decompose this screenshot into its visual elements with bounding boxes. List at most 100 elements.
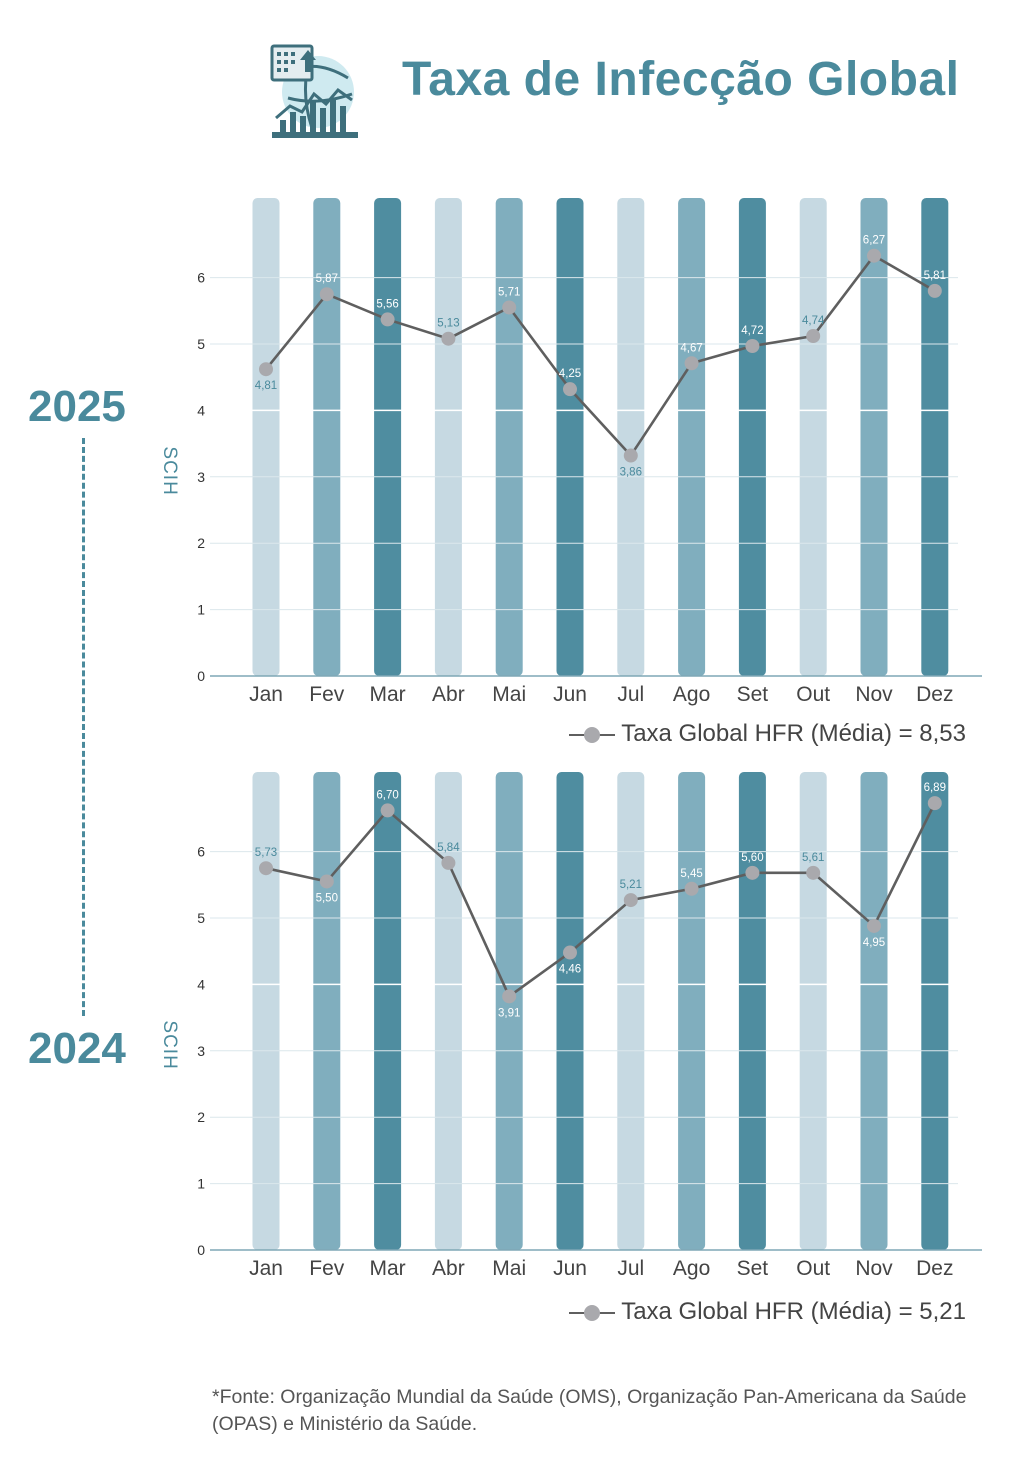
data-point [259,861,273,876]
data-label: 5,84 [437,842,460,854]
data-point [684,356,699,371]
x-tick-label: Nov [855,683,893,706]
y-tick-label: 2 [197,1109,205,1125]
bar-jan [252,198,280,676]
x-tick-label: Jul [617,683,644,706]
chart-2025: 0 1 2 3 4 5 6 SCIH Jan Fev Mar Abr Mai Jun Jul Ago Set Ou… [159,198,982,706]
bar-abr [434,198,462,676]
data-point [927,283,942,298]
y-axis-label: SCIH [159,446,180,495]
year-label-2025: 2025 [28,382,126,431]
data-label: 3,86 [620,467,642,479]
y-tick-label: 4 [197,402,205,418]
legend-2024: Taxa Global HFR (Média) = 5,21 [569,1298,966,1326]
data-point [927,796,942,811]
x-tick-label: Mai [492,683,526,706]
bar-set [738,772,766,1250]
data-label: 5,21 [620,879,642,891]
x-tick-label: Dez [916,1257,953,1280]
bar-ago [678,198,706,676]
data-label: 5,87 [316,273,338,285]
x-tick-label: Out [796,1257,830,1280]
x-tick-label: Fev [309,1257,345,1280]
legend-marker-icon [569,1304,616,1321]
y-tick-label: 5 [197,336,205,352]
y-tick-label: 2 [197,535,205,551]
bar-jan [252,772,280,1250]
data-label: 6,89 [924,782,946,794]
data-label: 5,56 [376,298,398,310]
bar-set [738,198,766,676]
data-point [745,338,760,353]
x-tick-label: Jul [617,1257,644,1280]
y-tick-label: 3 [197,1043,205,1059]
data-point [623,448,638,463]
legend-2025: Taxa Global HFR (Média) = 8,53 [569,720,966,748]
bar-out [799,772,827,1250]
data-point [867,918,881,933]
x-tick-label: Jun [553,1257,587,1280]
data-point [319,874,334,889]
data-label: 5,61 [802,852,824,864]
bar-dez [921,198,949,676]
bar-jul [617,198,645,676]
x-tick-label: Jan [249,683,283,706]
y-tick-label: 5 [197,910,205,926]
bar-fev [313,198,341,676]
y-tick-label: 4 [197,976,205,992]
x-tick-label: Mar [370,1257,406,1280]
data-label: 5,50 [316,892,338,904]
bar-out [799,198,827,676]
data-label: 6,27 [863,235,885,247]
footnote: *Fonte: Organização Mundial da Saúde (OM… [212,1386,967,1435]
x-tick-label: Mai [492,1257,526,1280]
data-point [684,881,699,896]
data-point [319,287,334,302]
data-label: 5,60 [741,852,763,864]
data-label: 4,95 [863,937,885,949]
x-tick-label: Jun [553,683,587,706]
x-tick-label: Fev [309,683,345,706]
y-tick-label: 3 [197,469,205,485]
data-label: 4,67 [680,342,702,354]
series-line [264,253,936,458]
x-tick-label: Out [796,683,830,706]
bar-ago [678,772,706,1250]
chart-2024: 0 1 2 3 4 5 6 SCIH Jan Fev Mar Abr Mai Jun Jul Ago Set Ou… [159,772,982,1280]
series-line [265,802,936,999]
data-label: 5,45 [680,868,702,880]
data-label: 4,74 [802,315,825,327]
legend-label: Taxa Global HFR (Média) = 5,21 [621,1298,966,1325]
x-tick-label: Jan [249,1257,283,1280]
data-point [441,855,456,870]
data-point [745,865,760,880]
y-tick-label: 0 [197,1242,205,1258]
data-label: 4,81 [255,380,277,392]
timeline-dashed-line [82,438,85,1016]
x-tick-label: Abr [432,683,465,706]
y-tick-label: 6 [197,270,205,286]
data-label: 4,25 [559,368,581,380]
x-tick-label: Mar [370,683,406,706]
y-tick-label: 6 [197,844,205,860]
y-axis-label: SCIH [159,1020,180,1069]
x-tick-label: Ago [673,683,710,706]
data-point [259,362,273,377]
data-label: 5,13 [437,318,459,330]
y-tick-label: 0 [197,668,205,684]
year-label-2024: 2024 [28,1024,126,1073]
x-tick-label: Dez [916,683,953,706]
data-label: 6,70 [376,789,398,801]
bar-mai [495,198,523,676]
legend-marker-icon [569,726,616,743]
data-label: 5,81 [924,270,946,282]
data-label: 4,46 [559,964,581,976]
data-point [441,331,456,346]
y-tick-label: 1 [197,602,205,618]
bar-abr [434,772,462,1250]
data-point [563,382,577,397]
data-label: 5,73 [255,847,277,859]
data-label: 4,72 [741,325,763,337]
data-point [563,945,577,960]
data-point [502,300,517,315]
